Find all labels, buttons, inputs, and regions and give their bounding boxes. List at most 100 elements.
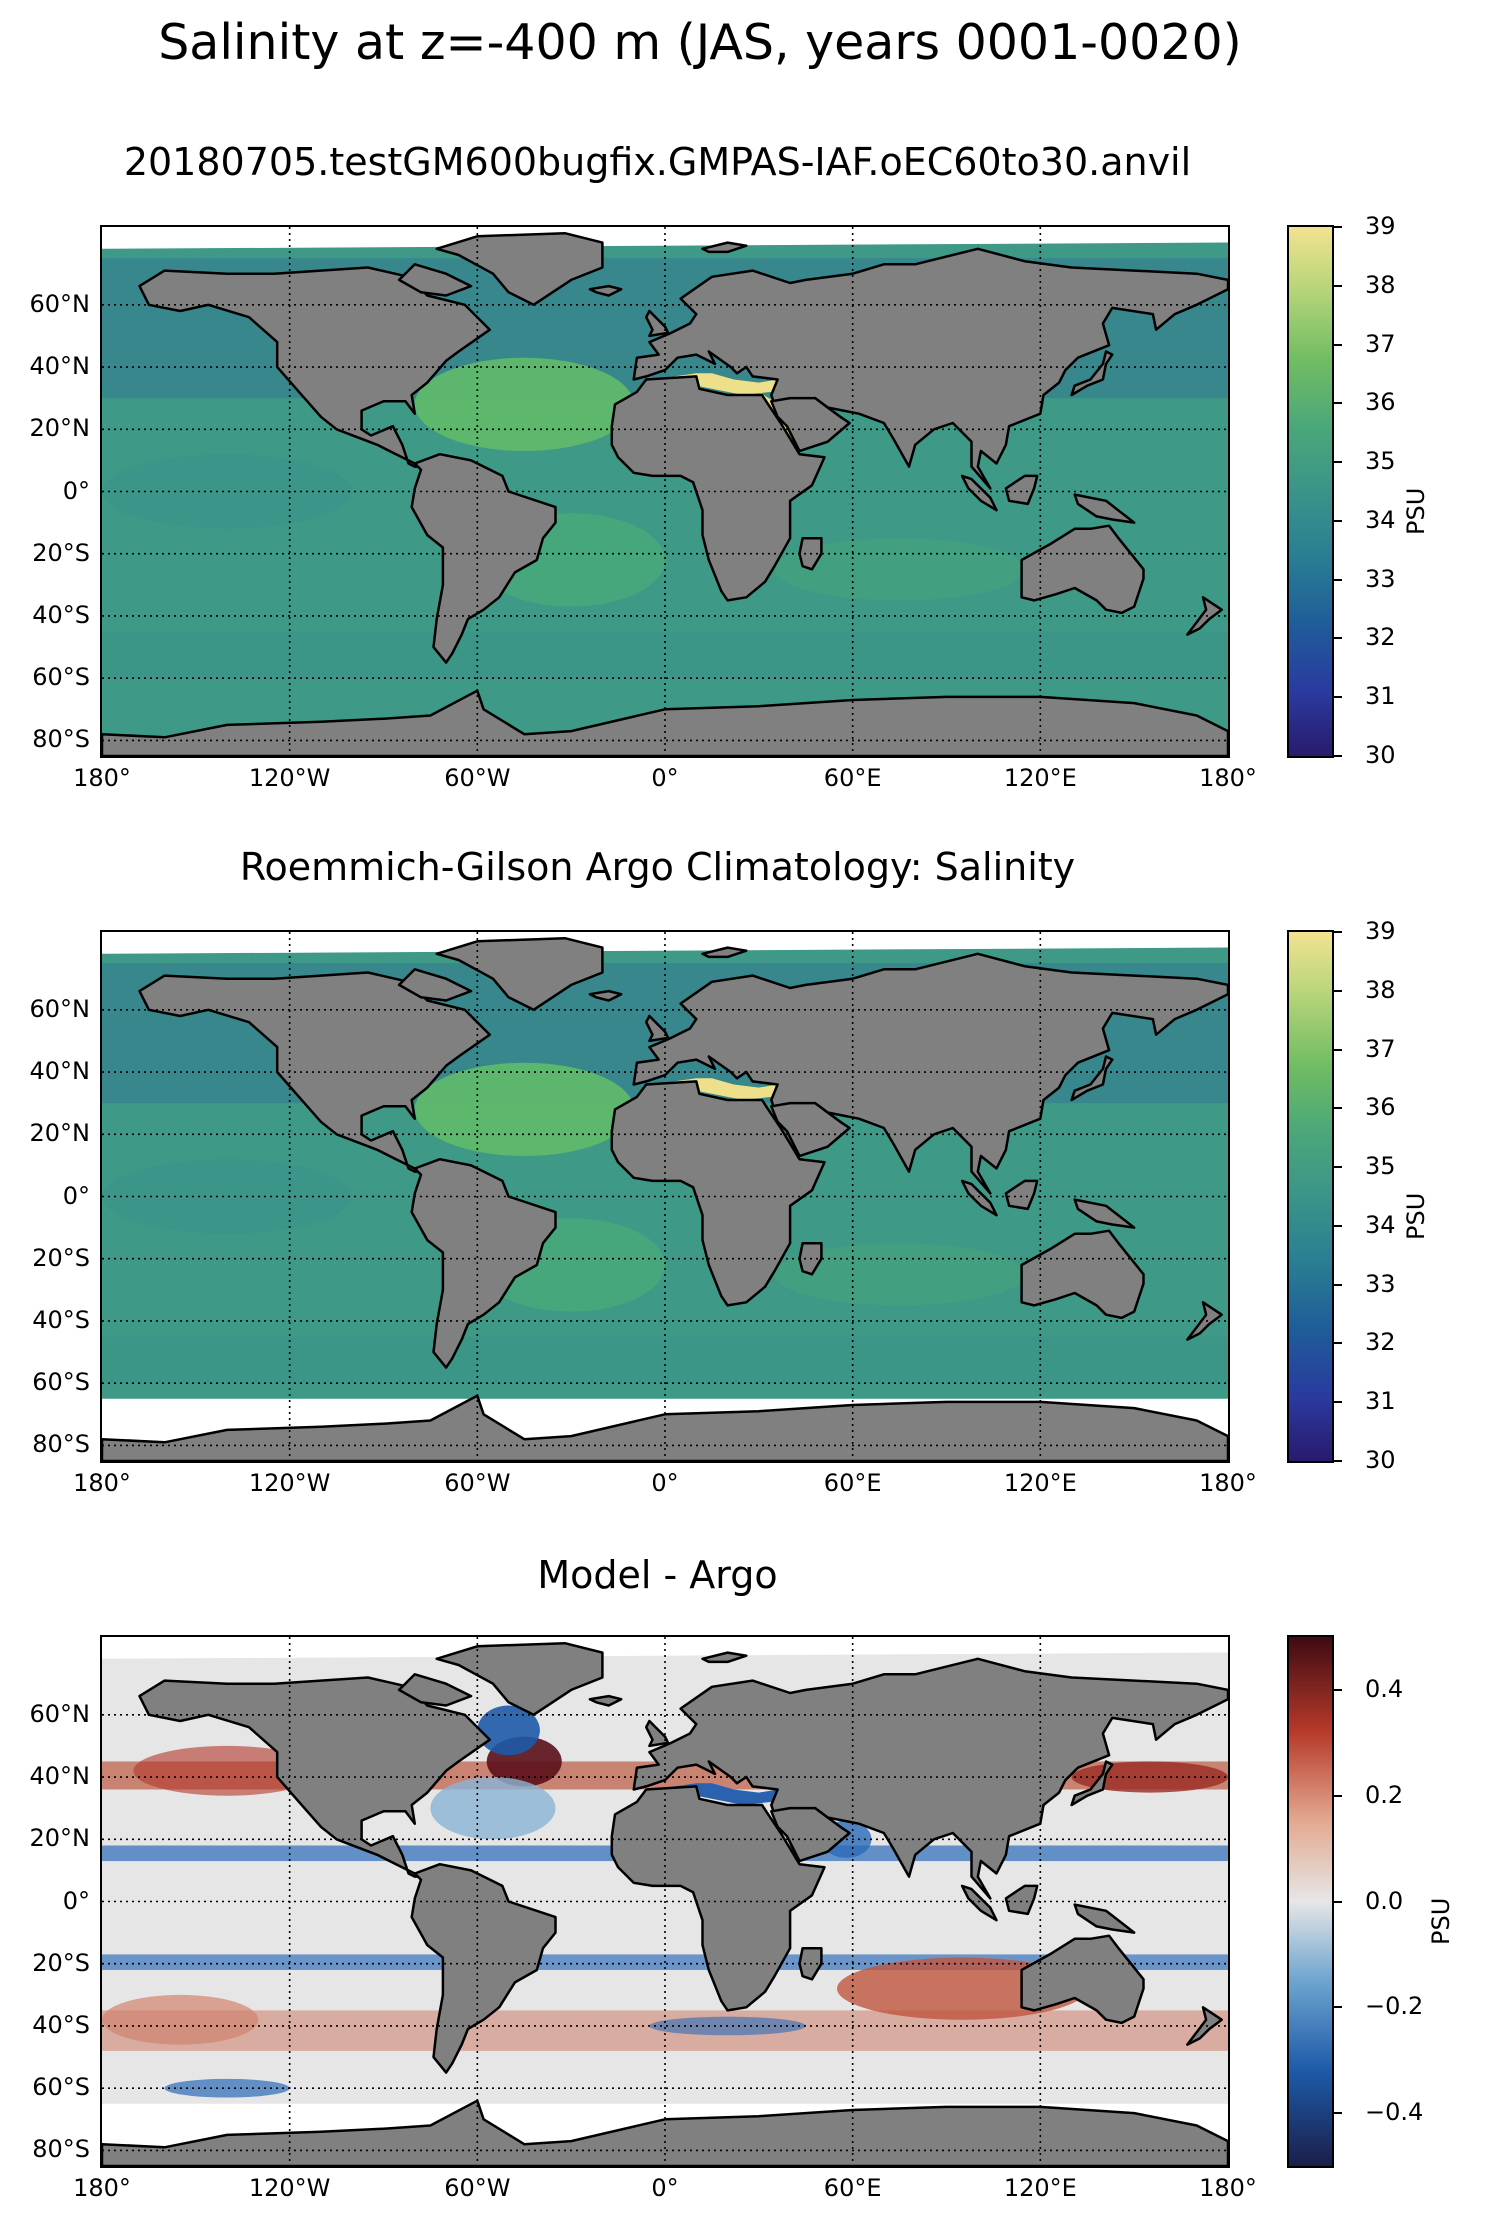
antarctica-land: [102, 2099, 1228, 2166]
x-tick-label: 120°W: [248, 1469, 331, 1497]
new-zealand-land: [1186, 2006, 1223, 2046]
arctic-ice-no-data: [102, 1637, 1228, 1659]
colorbar-tick-mark: [1334, 1107, 1342, 1110]
colorbar-tick-mark: [1334, 1688, 1342, 1691]
colorbar-tick-mark: [1334, 1283, 1342, 1286]
colorbar-tick-label: 38: [1365, 975, 1396, 1004]
labrador-sea-blue-blob: [477, 1705, 540, 1756]
borneo-land: [1004, 1179, 1039, 1211]
uk-land: [644, 1719, 670, 1748]
baffin-land: [397, 1673, 473, 1707]
sumatra-land: [960, 1179, 998, 1217]
colorbar-tick-label: 31: [1365, 1387, 1396, 1416]
colorbar-tick-mark: [1334, 1460, 1342, 1462]
colorbar-tick-mark: [1334, 696, 1342, 699]
y-tick-label: 0°: [62, 476, 90, 505]
colorbar-tick-mark: [1334, 637, 1342, 640]
uk-land: [644, 1014, 670, 1043]
colorbar-tick-mark: [1334, 1048, 1342, 1051]
x-tick-label: 0°: [651, 2174, 679, 2202]
y-tick-label: 0°: [62, 1181, 90, 1210]
japan-land: [1070, 1760, 1114, 1807]
iceland-land: [588, 284, 623, 297]
colorbar-gradient: [1289, 227, 1332, 756]
subtropical-atlantic-blue: [430, 1777, 556, 1840]
colorbar-tick-label: 32: [1365, 1328, 1396, 1357]
y-tick-label: 20°S: [32, 538, 90, 567]
colorbar-tick-mark: [1334, 461, 1342, 464]
colorbar-tick-mark: [1334, 578, 1342, 581]
colorbar-tick-label: 39: [1365, 917, 1396, 945]
x-tick-label: 60°E: [823, 1469, 882, 1497]
colorbar-tick-label: 34: [1365, 1210, 1396, 1239]
map-plot-area: [100, 225, 1230, 758]
arabia-land: [770, 1101, 851, 1158]
colorbar-fill: [1289, 227, 1332, 756]
y-tick-label: 40°S: [32, 600, 90, 629]
arctic-ice-no-data: [102, 227, 1228, 249]
x-tick-label: 120°E: [1003, 2174, 1077, 2202]
x-tick-label: 60°E: [823, 2174, 882, 2202]
antarctica-land: [102, 1394, 1228, 1461]
colorbar-tick-label: 30: [1365, 1446, 1396, 1474]
new-zealand-land: [1186, 596, 1223, 636]
eurasia-land: [632, 952, 1228, 1195]
iceland-land: [588, 989, 623, 1002]
subtropical-atlantic-salty-blob: [414, 1062, 634, 1157]
baffin-land: [397, 968, 473, 1002]
panel-title: Model - Argo: [537, 1553, 778, 1597]
colorbar-tick-label: 37: [1365, 1034, 1396, 1063]
x-tick-label: 180°: [73, 764, 131, 792]
eurasia-land: [632, 247, 1228, 490]
y-tick-label: 60°N: [29, 994, 91, 1023]
y-tick-label: 80°S: [32, 725, 90, 754]
y-tick-label: 60°S: [32, 2073, 90, 2102]
colorbar-tick-mark: [1334, 1900, 1342, 1903]
colorbar-tick-mark: [1334, 931, 1342, 933]
arctic-ice-no-data: [102, 932, 1228, 954]
colorbar-fill: [1289, 932, 1332, 1461]
colorbar-tick-mark: [1334, 1342, 1342, 1345]
colorbar-tick-label: −0.2: [1365, 1992, 1424, 2021]
sumatra-land: [960, 1884, 998, 1922]
y-tick-label: 40°S: [32, 1305, 90, 1334]
japan-land: [1070, 350, 1114, 397]
colorbar-tick-label: 36: [1365, 1093, 1396, 1122]
colorbar-tick-label: 31: [1365, 682, 1396, 711]
colorbar-tick-label: 38: [1365, 270, 1396, 299]
y-tick-label: 80°S: [32, 2135, 90, 2164]
colorbar-tick-label: −0.4: [1365, 2098, 1424, 2127]
x-tick-label: 60°E: [823, 764, 882, 792]
x-tick-label: 120°W: [248, 2174, 331, 2202]
colorbar-tick-label: 0.2: [1365, 1780, 1404, 1809]
x-tick-label: 0°: [651, 1469, 679, 1497]
colorbar-tick-label: 30: [1365, 741, 1396, 769]
kuroshio-red-blob: [1071, 1761, 1228, 1793]
figure-title: Salinity at z=-400 m (JAS, years 0001-00…: [158, 14, 1242, 71]
panel-title: Roemmich-Gilson Argo Climatology: Salini…: [239, 845, 1076, 889]
colorbar-tick-mark: [1334, 2006, 1342, 2009]
colorbar-tick-label: 35: [1365, 447, 1396, 476]
colorbar: [1287, 1635, 1334, 2168]
colorbar-tick-mark: [1334, 2112, 1342, 2115]
colorbar-tick-mark: [1334, 519, 1342, 522]
south-america-land: [410, 452, 557, 664]
colorbar: [1287, 930, 1334, 1463]
y-tick-label: 40°N: [29, 1057, 91, 1086]
arabia-land: [770, 1806, 851, 1863]
colorbar-tick-label: 0.4: [1365, 1674, 1404, 1703]
y-tick-label: 60°N: [29, 289, 91, 318]
y-tick-label: 20°N: [29, 1119, 91, 1148]
y-tick-label: 0°: [62, 1886, 90, 1915]
colorbar: [1287, 225, 1334, 758]
colorbar-tick-mark: [1334, 989, 1342, 992]
colorbar-gradient: [1289, 1637, 1332, 2166]
colorbar-tick-label: 34: [1365, 505, 1396, 534]
colorbar-label: PSU: [1427, 1897, 1455, 1945]
indian-ocean-blob: [774, 538, 1025, 601]
south-america-land: [410, 1862, 557, 2074]
y-tick-label: 20°S: [32, 1948, 90, 1977]
map-svg: [102, 1637, 1228, 2166]
colorbar-tick-mark: [1334, 755, 1342, 757]
x-tick-label: 120°E: [1003, 1469, 1077, 1497]
